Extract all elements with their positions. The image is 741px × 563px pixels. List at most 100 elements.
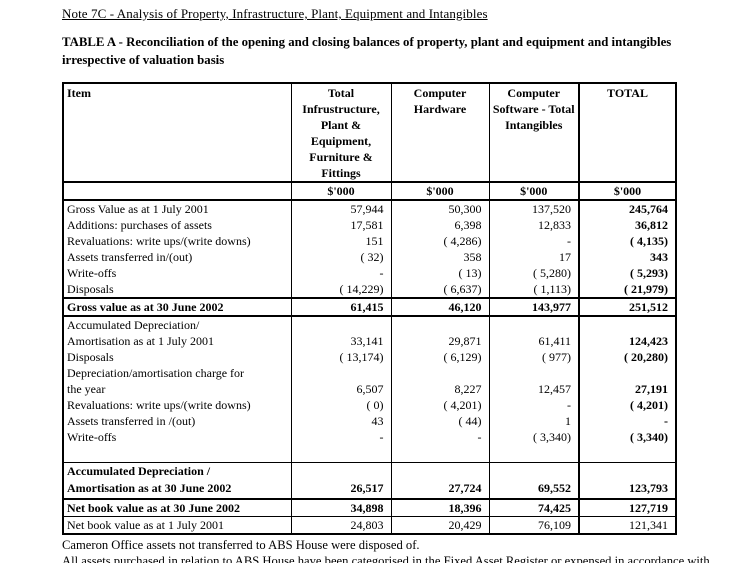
cell-value: 245,764 bbox=[578, 200, 676, 217]
cell-value bbox=[390, 445, 489, 462]
cell-value bbox=[488, 365, 579, 381]
footnotes: Cameron Office assets not transferred to… bbox=[62, 538, 726, 563]
table-row: Accumulated Depreciation/ bbox=[63, 316, 676, 333]
cell-value: 20,429 bbox=[390, 516, 489, 534]
row-label: Disposals bbox=[67, 350, 114, 364]
cell-value: 61,415 bbox=[290, 297, 391, 317]
cell-value: 343 bbox=[578, 249, 676, 265]
row-label: Depreciation/amortisation charge for bbox=[67, 366, 245, 380]
row-label: Revaluations: write ups/(write downs) bbox=[67, 398, 251, 412]
table-row bbox=[63, 445, 676, 462]
table-row: Write-offs - -( 3,340)( 3,340) bbox=[63, 429, 676, 445]
cell-value: 29,871 bbox=[390, 333, 489, 349]
cell-value bbox=[390, 365, 489, 381]
cell-value: 24,803 bbox=[290, 516, 391, 534]
cell-value: ( 977) bbox=[488, 349, 579, 365]
cell-value: 26,517 bbox=[290, 461, 391, 500]
cell-value: 251,512 bbox=[578, 297, 676, 317]
col-header-item: Item bbox=[67, 86, 91, 100]
cell-value: ( 4,135) bbox=[578, 233, 676, 249]
reconciliation-table: Item Total Infrustructure, Plant & Equip… bbox=[62, 82, 677, 535]
footnote-line: Cameron Office assets not transferred to… bbox=[62, 537, 420, 552]
cell-value: 34,898 bbox=[290, 498, 391, 517]
unit-cell: $'000 bbox=[578, 181, 676, 201]
cell-value: 358 bbox=[390, 249, 489, 265]
table-a-heading: TABLE A - Reconciliation of the opening … bbox=[62, 35, 672, 67]
row-label: Net book value as at 30 June 2002 bbox=[63, 498, 291, 517]
table-row: Gross value as at 30 June 2002 61,415 46,1… bbox=[63, 297, 676, 317]
cell-value: 123,793 bbox=[578, 461, 676, 500]
cell-value: 151 bbox=[290, 233, 391, 249]
cell-value: ( 6,129) bbox=[390, 349, 489, 365]
row-label: the year bbox=[67, 382, 106, 396]
table-body: Gross Value as at 1 July 2001 57,944 50,30… bbox=[63, 200, 676, 534]
cell-value bbox=[290, 365, 391, 381]
cell-value: 6,398 bbox=[390, 217, 489, 233]
row-label: Accumulated Depreciation / Amortisation … bbox=[63, 461, 291, 500]
cell-value: 121,341 bbox=[578, 516, 676, 534]
cell-value bbox=[578, 445, 676, 462]
cell-value bbox=[578, 365, 676, 381]
row-label: Revaluations: write ups/(write downs) bbox=[67, 234, 251, 248]
table-row: Disposals ( 13,174)( 6,129)( 977)( 20,280… bbox=[63, 349, 676, 365]
table-row: Revaluations: write ups/(write downs) 151… bbox=[63, 233, 676, 249]
cell-value: ( 4,201) bbox=[390, 397, 489, 413]
row-label bbox=[63, 445, 291, 462]
col-header-computer-hardware: Computer Hardware bbox=[390, 83, 489, 182]
col-header-computer-software: Computer Software - Total Intangibles bbox=[488, 83, 579, 182]
col-header-infrastructure: Total Infrustructure, Plant & Equipment,… bbox=[290, 83, 391, 182]
cell-value: ( 44) bbox=[390, 413, 489, 429]
row-label: Amortisation as at 1 July 2001 bbox=[67, 334, 214, 348]
row-label: Additions: purchases of assets bbox=[67, 218, 212, 232]
units-row: $'000 $'000 $'000 $'000 bbox=[63, 181, 676, 201]
table-row: Additions: purchases of assets 17,581 6,39… bbox=[63, 217, 676, 233]
column-header-row: Item Total Infrustructure, Plant & Equip… bbox=[63, 83, 676, 182]
cell-value: 127,719 bbox=[578, 498, 676, 517]
cell-value: ( 20,280) bbox=[578, 349, 676, 365]
cell-value: ( 13,174) bbox=[290, 349, 391, 365]
cell-value: 27,191 bbox=[578, 381, 676, 397]
cell-value: 12,833 bbox=[488, 217, 579, 233]
cell-value: 74,425 bbox=[488, 498, 579, 517]
cell-value: 17 bbox=[488, 249, 579, 265]
table-row: the year 6,507 8,227 12,457 27,191 bbox=[63, 381, 676, 397]
table-row: Disposals ( 14,229)( 6,637)( 1,113)( 21,9… bbox=[63, 281, 676, 298]
unit-cell: $'000 bbox=[290, 181, 391, 201]
table-row: Accumulated Depreciation / Amortisation … bbox=[63, 461, 676, 500]
cell-value bbox=[488, 316, 579, 333]
cell-value: 143,977 bbox=[488, 297, 579, 317]
cell-value bbox=[488, 445, 579, 462]
cell-value: - bbox=[488, 397, 579, 413]
cell-value: - bbox=[578, 413, 676, 429]
cell-value: 57,944 bbox=[290, 200, 391, 217]
cell-value: ( 32) bbox=[290, 249, 391, 265]
unit-cell: $'000 bbox=[488, 181, 579, 201]
cell-value: ( 0) bbox=[290, 397, 391, 413]
row-label: Assets transferred in/(out) bbox=[67, 250, 193, 264]
cell-value: - bbox=[390, 429, 489, 445]
cell-value: 50,300 bbox=[390, 200, 489, 217]
cell-value: ( 1,113) bbox=[488, 281, 579, 298]
cell-value: 69,552 bbox=[488, 461, 579, 500]
cell-value: 1 bbox=[488, 413, 579, 429]
cell-value: 12,457 bbox=[488, 381, 579, 397]
cell-value: 124,423 bbox=[578, 333, 676, 349]
cell-value: - bbox=[290, 265, 391, 281]
table-row: Assets transferred in/(out) ( 32) 358 17 343 bbox=[63, 249, 676, 265]
cell-value: 6,507 bbox=[290, 381, 391, 397]
cell-value: 61,411 bbox=[488, 333, 579, 349]
table-header: Item Total Infrustructure, Plant & Equip… bbox=[63, 83, 676, 201]
cell-value: ( 13) bbox=[390, 265, 489, 281]
cell-value: 8,227 bbox=[390, 381, 489, 397]
row-label: Assets transferred in /(out) bbox=[67, 414, 196, 428]
col-header-total: TOTAL bbox=[578, 83, 676, 182]
row-label: Disposals bbox=[67, 282, 114, 296]
row-label: Gross value as at 30 June 2002 bbox=[63, 297, 291, 317]
cell-value: ( 14,229) bbox=[290, 281, 391, 298]
unit-cell bbox=[63, 181, 291, 201]
cell-value: 18,396 bbox=[390, 498, 489, 517]
cell-value: ( 3,340) bbox=[488, 429, 579, 445]
cell-value: ( 4,286) bbox=[390, 233, 489, 249]
cell-value: ( 5,293) bbox=[578, 265, 676, 281]
cell-value bbox=[390, 316, 489, 333]
